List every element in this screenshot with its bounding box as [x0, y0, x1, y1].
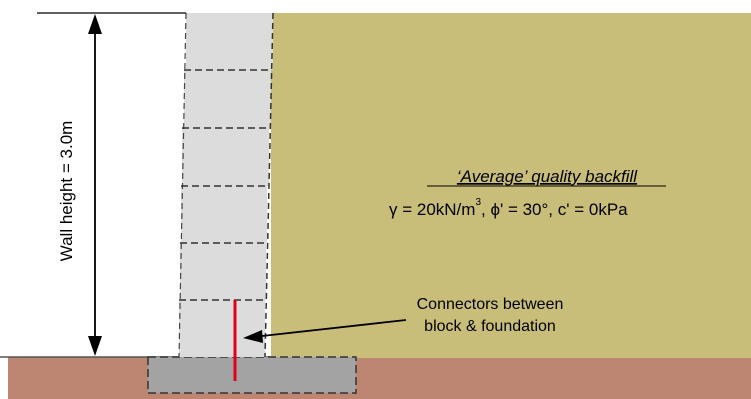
- wall-block: [180, 243, 266, 300]
- wall-height-dimension: Wall height = 3.0m: [37, 12, 186, 356]
- arrowhead-down: [88, 336, 102, 356]
- backfill-properties: γ = 20kN/m3, ϕ' = 30°, c' = 0kPa: [389, 197, 628, 219]
- wall-block: [182, 128, 269, 186]
- gamma-symbol: γ: [389, 200, 398, 219]
- wall-block: [186, 13, 273, 70]
- wall-back-edge: [264, 12, 274, 358]
- arrowhead-up: [88, 14, 102, 34]
- wall-block: [179, 300, 265, 357]
- wall-block: [181, 186, 267, 243]
- foundation: [148, 357, 356, 393]
- block-wall: [178, 12, 274, 358]
- wall-block: [184, 70, 271, 128]
- connector-leader-line: [261, 319, 407, 337]
- ground-soil: [8, 357, 751, 399]
- friction-cohesion-text: , ϕ' = 30°, c' = 0kPa: [481, 200, 628, 219]
- wall-height-label: Wall height = 3.0m: [57, 121, 76, 262]
- connector-label-line1: Connectors between: [417, 296, 564, 313]
- unit-exponent: 3: [475, 197, 481, 208]
- connector-label-line2: block & foundation: [424, 318, 556, 335]
- unit-weight-text: = 20kN/m: [398, 200, 476, 219]
- connector-leader-arrowhead: [243, 330, 263, 343]
- backfill-title: ‘Average’ quality backfill: [457, 167, 638, 186]
- wall-front-edge: [178, 12, 187, 358]
